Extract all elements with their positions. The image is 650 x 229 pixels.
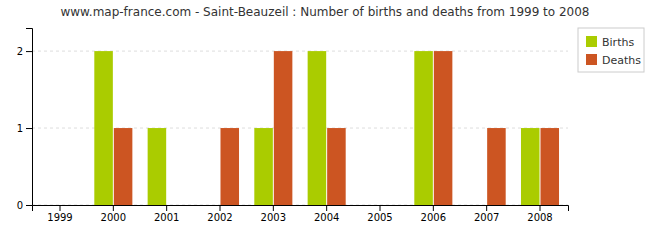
chart-container: www.map-france.com - Saint-Beauzeil : Nu…: [0, 0, 650, 229]
y-axis: 0 1 2: [17, 29, 33, 211]
bar: [254, 128, 273, 205]
x-tick-label: 2007: [474, 212, 499, 223]
x-tick-label: 2002: [207, 212, 232, 223]
legend-item: Births: [586, 36, 634, 49]
x-axis-line: [33, 206, 569, 212]
x-tick-mark: [326, 205, 327, 211]
y-tick-mark: [26, 205, 32, 206]
y-tick: 0: [17, 200, 32, 211]
bar: [220, 128, 239, 205]
legend-frame: [578, 28, 644, 72]
x-tick: 2003: [261, 205, 286, 223]
bar: [274, 51, 293, 205]
x-tick: 2008: [527, 205, 552, 223]
x-tick-label: 1999: [47, 212, 72, 223]
bar-series: [114, 51, 559, 205]
x-tick-label: 2005: [367, 212, 392, 223]
y-tick-mark: [26, 128, 32, 129]
x-tick: 1999: [47, 205, 72, 223]
y-tick-label: 0: [17, 200, 23, 211]
bar: [540, 128, 559, 205]
x-tick-label: 2001: [154, 212, 179, 223]
x-tick-label: 2003: [261, 212, 286, 223]
legend: Births Deaths: [578, 28, 644, 72]
grid: [32, 51, 568, 205]
x-tick-mark: [540, 205, 541, 211]
legend-label: Births: [602, 36, 634, 49]
bar: [114, 128, 133, 205]
y-tick-mark: [26, 51, 32, 52]
plot-area: 1999 2000 2001 2002 2003 2004 2005 2006 2007 2008…: [17, 29, 569, 224]
bar: [361, 205, 380, 206]
chart-svg: www.map-france.com - Saint-Beauzeil : Nu…: [0, 0, 650, 229]
x-tick-mark: [486, 205, 487, 211]
bar: [148, 128, 167, 205]
bar: [434, 51, 453, 205]
bar-series: [94, 51, 539, 205]
chart-title: www.map-france.com - Saint-Beauzeil : Nu…: [60, 5, 589, 19]
x-tick: 2000: [101, 205, 126, 223]
x-tick: 2006: [421, 205, 446, 223]
bar: [94, 51, 113, 205]
bar: [380, 205, 399, 206]
bar: [167, 205, 186, 206]
bar: [41, 205, 60, 206]
bar: [487, 128, 506, 205]
legend-swatch: [586, 54, 597, 65]
x-tick-mark: [166, 205, 167, 211]
y-tick-label: 2: [17, 46, 23, 57]
x-tick: 2005: [367, 205, 392, 223]
bar: [414, 51, 433, 205]
legend-swatch: [586, 36, 597, 47]
y-axis-line: [26, 29, 33, 206]
y-tick: 1: [17, 123, 32, 134]
x-tick: 2001: [154, 205, 179, 223]
x-tick-label: 2000: [101, 212, 126, 223]
x-tick-mark: [273, 205, 274, 211]
x-tick: 2007: [474, 205, 499, 223]
bar: [327, 128, 346, 205]
x-tick-label: 2004: [314, 212, 339, 223]
bar: [60, 205, 79, 206]
x-tick-mark: [433, 205, 434, 211]
x-tick-mark: [60, 205, 61, 211]
y-tick-label: 1: [17, 123, 23, 134]
bars: [94, 51, 559, 205]
x-tick-mark: [380, 205, 381, 211]
x-tick-label: 2006: [421, 212, 446, 223]
bar: [308, 51, 327, 205]
legend-label: Deaths: [602, 54, 641, 67]
x-tick-mark: [220, 205, 221, 211]
bar: [521, 128, 540, 205]
bar: [201, 205, 220, 206]
x-axis: 1999 2000 2001 2002 2003 2004 2005 2006 2007 2008: [33, 205, 569, 223]
x-tick-label: 2008: [527, 212, 552, 223]
x-tick-mark: [113, 205, 114, 211]
legend-item: Deaths: [586, 54, 641, 67]
bar: [468, 205, 487, 206]
x-tick: 2004: [314, 205, 339, 223]
x-tick: 2002: [207, 205, 232, 223]
y-tick: 2: [17, 46, 32, 57]
